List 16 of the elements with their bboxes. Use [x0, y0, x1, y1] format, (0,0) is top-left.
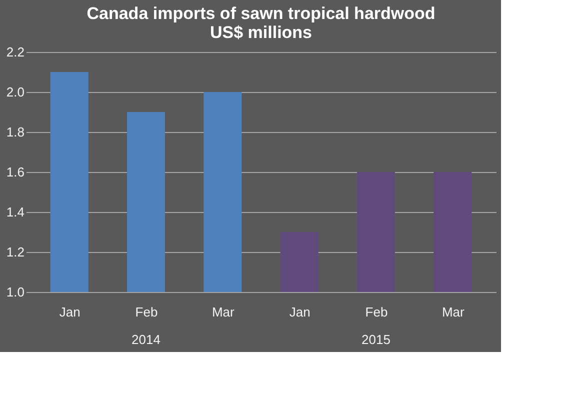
y-tick-label: 1.4 [6, 204, 24, 220]
y-tick-label: 1.2 [6, 244, 24, 260]
y-tick-label: 1.0 [6, 284, 24, 300]
x-tick-label: Mar [212, 304, 236, 320]
x-tick-label: Feb [135, 304, 158, 320]
y-tick-label: 2.0 [6, 84, 24, 100]
text: 2015 [362, 332, 390, 347]
x-tick-label: Jan [59, 304, 80, 320]
text: 2014 [132, 332, 160, 347]
x-tick-label: Jan [289, 304, 310, 320]
chart-title: Canada imports of sawn tropical hardwood US$ millions [86, 4, 436, 42]
y-tick-label: 1.6 [6, 164, 24, 180]
y-tick-label: 1.8 [6, 124, 24, 140]
y-tick-label: 2.2 [6, 44, 24, 60]
x-tick-label: Feb [365, 304, 388, 320]
x-tick-label: Mar [442, 304, 466, 320]
